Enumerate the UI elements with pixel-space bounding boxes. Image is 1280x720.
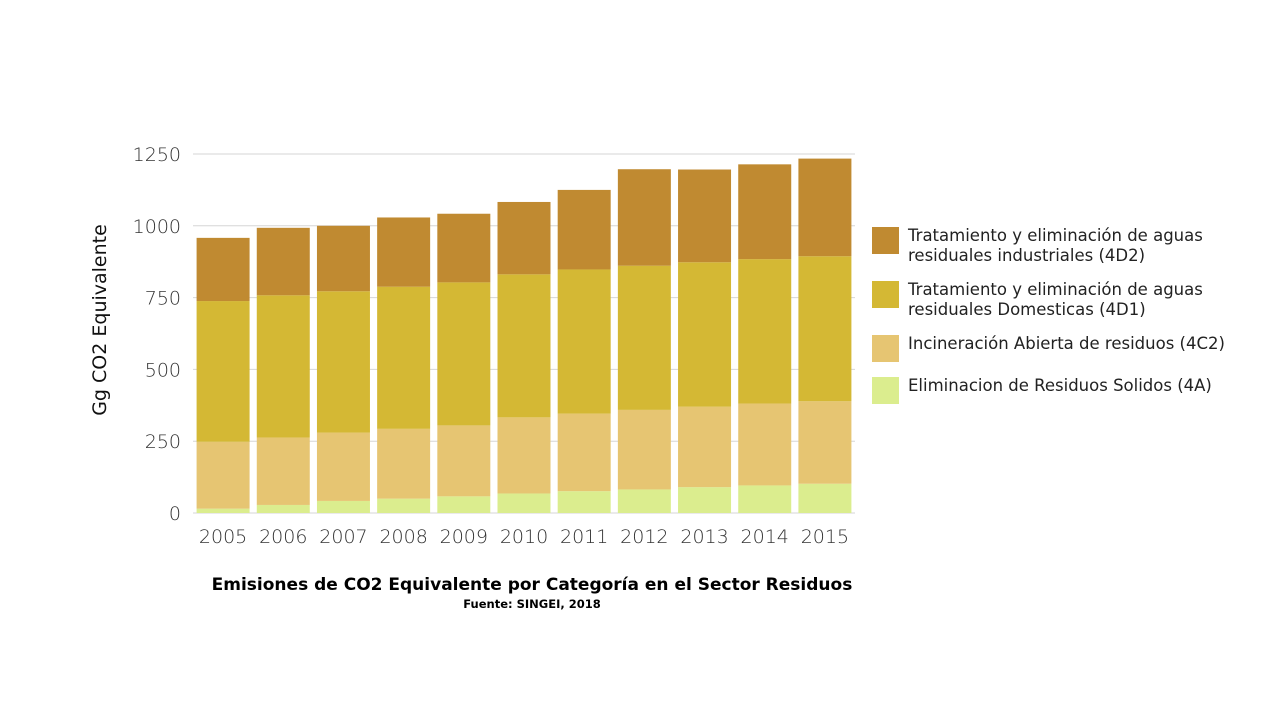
x-axis-ticks: 2005 2006 2007 2008 2009 2010 2011 2012 2013 2014… bbox=[199, 526, 849, 548]
bar-segment bbox=[437, 282, 491, 426]
y-tick-label: 0 bbox=[169, 503, 181, 525]
legend: Tratamiento y eliminación de aguas resid… bbox=[872, 226, 1272, 418]
y-tick-label: 1250 bbox=[133, 144, 181, 166]
bar-segment bbox=[617, 489, 671, 513]
y-axis-ticks: 0 250 500 750 1000 1250 bbox=[133, 144, 181, 525]
bar-segment bbox=[377, 217, 431, 287]
legend-label: Incineración Abierta de residuos (4C2) bbox=[908, 334, 1225, 353]
x-tick-label: 2010 bbox=[500, 526, 548, 548]
bars bbox=[196, 158, 852, 513]
bar-segment bbox=[617, 265, 671, 410]
chart-subtitle: Fuente: SINGEI, 2018 bbox=[463, 597, 601, 611]
legend-label: Tratamiento y eliminación de aguas resid… bbox=[908, 226, 1203, 265]
bar-segment bbox=[196, 301, 250, 442]
legend-item: Tratamiento y eliminación de aguas resid… bbox=[872, 280, 1272, 320]
legend-swatch bbox=[872, 377, 899, 404]
x-tick-label: 2006 bbox=[259, 526, 307, 548]
y-tick-label: 250 bbox=[145, 431, 181, 453]
bar-segment bbox=[738, 485, 792, 513]
bar-segment bbox=[497, 417, 551, 494]
x-tick-label: 2009 bbox=[440, 526, 488, 548]
bar-segment bbox=[437, 496, 491, 513]
x-tick-label: 2015 bbox=[801, 526, 849, 548]
bar-segment bbox=[617, 409, 671, 490]
bar-segment bbox=[196, 508, 250, 513]
bar-segment bbox=[557, 189, 611, 270]
legend-item: Tratamiento y eliminación de aguas resid… bbox=[872, 226, 1272, 266]
bar-segment bbox=[678, 406, 732, 488]
bar-segment bbox=[256, 295, 310, 438]
x-tick-label: 2012 bbox=[620, 526, 668, 548]
chart-title: Emisiones de CO2 Equivalente por Categor… bbox=[211, 575, 853, 595]
bar-segment bbox=[256, 504, 310, 513]
bar-segment bbox=[557, 413, 611, 492]
legend-label: Tratamiento y eliminación de aguas resid… bbox=[908, 280, 1203, 319]
y-tick-label: 500 bbox=[145, 359, 181, 381]
bar-segment bbox=[316, 500, 370, 513]
bar-segment bbox=[256, 437, 310, 505]
bar-segment bbox=[738, 164, 792, 260]
legend-swatch bbox=[872, 227, 899, 254]
x-tick-label: 2008 bbox=[379, 526, 427, 548]
bar-segment bbox=[617, 169, 671, 266]
y-axis-label: Gg CO2 Equivalente bbox=[89, 224, 111, 416]
bar-segment bbox=[316, 432, 370, 501]
bar-segment bbox=[497, 493, 551, 513]
bar-segment bbox=[377, 498, 431, 513]
bar-segment bbox=[798, 158, 852, 257]
bar-segment bbox=[678, 262, 732, 407]
bar-segment bbox=[497, 274, 551, 418]
bar-segment bbox=[678, 169, 732, 263]
bar-segment bbox=[437, 213, 491, 283]
bar-segment bbox=[798, 256, 852, 402]
x-tick-label: 2005 bbox=[199, 526, 247, 548]
bar-segment bbox=[738, 403, 792, 486]
bar-segment bbox=[196, 237, 250, 302]
x-tick-label: 2011 bbox=[560, 526, 608, 548]
bar-segment bbox=[678, 487, 732, 513]
bar-segment bbox=[316, 225, 370, 292]
bar-segment bbox=[738, 259, 792, 404]
bar-segment bbox=[557, 269, 611, 414]
bar-segment bbox=[196, 441, 250, 509]
y-tick-label: 750 bbox=[145, 288, 181, 310]
y-tick-label: 1000 bbox=[133, 216, 181, 238]
bar-segment bbox=[437, 425, 491, 497]
bar-segment bbox=[497, 201, 551, 275]
bar-segment bbox=[377, 286, 431, 429]
legend-swatch bbox=[872, 281, 899, 308]
x-tick-label: 2014 bbox=[741, 526, 789, 548]
legend-swatch bbox=[872, 335, 899, 362]
bar-segment bbox=[798, 483, 852, 513]
legend-item: Eliminacion de Residuos Solidos (4A) bbox=[872, 376, 1272, 404]
bar-segment bbox=[798, 401, 852, 484]
x-tick-label: 2013 bbox=[680, 526, 728, 548]
bar-segment bbox=[256, 227, 310, 296]
legend-item: Incineración Abierta de residuos (4C2) bbox=[872, 334, 1272, 362]
bar-segment bbox=[316, 291, 370, 433]
bar-segment bbox=[377, 428, 431, 499]
legend-label: Eliminacion de Residuos Solidos (4A) bbox=[908, 376, 1212, 395]
x-tick-label: 2007 bbox=[319, 526, 367, 548]
bar-segment bbox=[557, 491, 611, 513]
